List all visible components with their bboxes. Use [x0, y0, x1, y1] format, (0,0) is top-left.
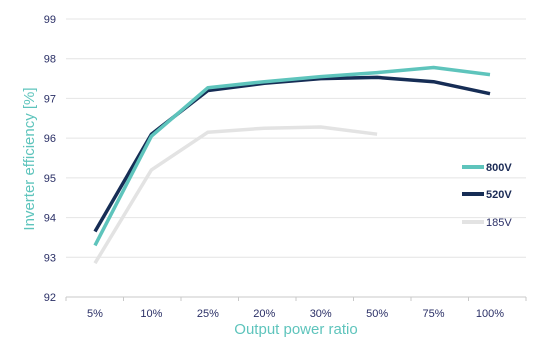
x-tick-label: 75%: [423, 308, 445, 320]
y-tick-label: 96: [44, 133, 56, 145]
x-tick-label: 5%: [87, 308, 103, 320]
x-tick-label: 10%: [140, 308, 162, 320]
y-tick-label: 94: [44, 213, 56, 225]
grid-lines: [65, 18, 527, 301]
x-tick-label: 25%: [197, 308, 219, 320]
series-line-520V: [93, 75, 491, 233]
y-tick-label: 99: [44, 14, 56, 26]
series-line-185V: [93, 125, 378, 265]
y-tick-label: 98: [44, 54, 56, 66]
x-tick-label: 20%: [253, 308, 275, 320]
legend-label: 185V: [486, 217, 512, 229]
y-axis-title: Inverter efficiency [%]: [21, 87, 38, 230]
x-tick-labels: 5% 10% 25% 20% 30% 50% 75% 100%: [87, 308, 504, 320]
y-tick-label: 93: [44, 252, 56, 264]
x-tick-label: 100%: [476, 308, 504, 320]
x-axis-title: Output power ratio: [234, 321, 357, 338]
legend-label: 520V: [486, 189, 512, 201]
series-lines: [93, 65, 491, 265]
y-tick-labels: 92 93 94 95 96 97 98 99: [44, 14, 56, 304]
series-line-800V: [93, 65, 491, 247]
y-tick-label: 95: [44, 173, 56, 185]
legend-label: 800V: [486, 162, 512, 174]
y-tick-label: 92: [44, 292, 56, 304]
y-tick-label: 97: [44, 93, 56, 105]
legend: 800V 520V 185V: [462, 162, 512, 229]
x-tick-label: 50%: [366, 308, 388, 320]
x-tick-label: 30%: [310, 308, 332, 320]
